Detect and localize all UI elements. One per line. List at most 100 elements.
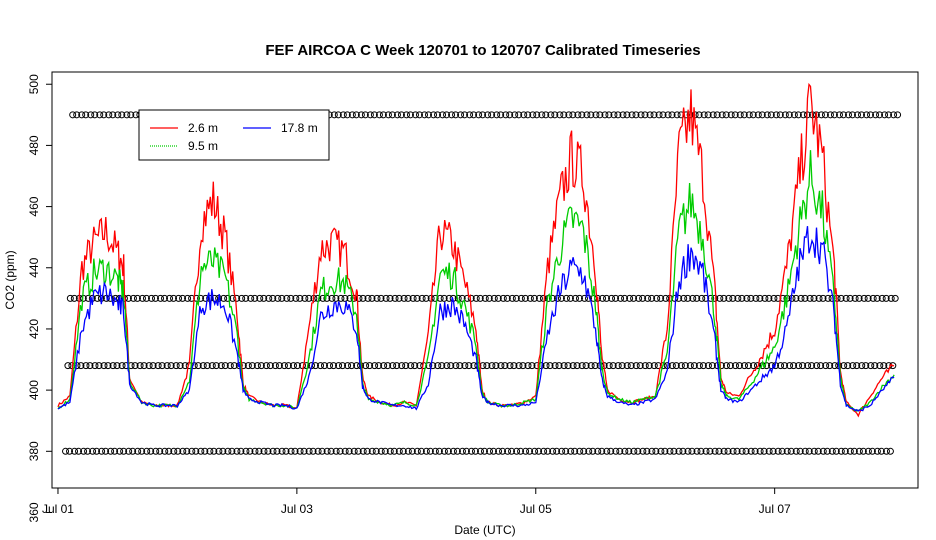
flask-sample-marker: [522, 447, 530, 455]
flask-sample-marker: [603, 294, 611, 302]
flask-sample-marker: [255, 447, 263, 455]
flask-sample-marker: [326, 362, 334, 370]
flask-sample-marker: [873, 447, 881, 455]
flask-sample-marker: [530, 294, 538, 302]
flask-sample-marker: [688, 447, 696, 455]
flask-sample-marker: [819, 294, 827, 302]
flask-sample-marker: [247, 294, 255, 302]
flask-sample-marker: [199, 362, 207, 370]
flask-sample-marker: [702, 447, 710, 455]
flask-sample-marker: [417, 447, 425, 455]
flask-sample-marker: [846, 294, 854, 302]
flask-sample-marker: [560, 362, 568, 370]
legend-label-9-5m: 9.5 m: [188, 139, 218, 153]
flask-sample-marker: [636, 362, 644, 370]
flask-sample-marker: [681, 362, 689, 370]
flask-sample-marker: [183, 447, 191, 455]
flask-sample-marker: [635, 294, 643, 302]
flask-sample-marker: [246, 447, 254, 455]
flask-sample-marker: [384, 362, 392, 370]
flask-sample-marker: [208, 362, 216, 370]
flask-sample-marker: [203, 362, 211, 370]
flask-sample-marker: [814, 447, 822, 455]
flask-sample-marker: [756, 447, 764, 455]
flask-sample-marker: [553, 447, 561, 455]
flask-sample-marker: [777, 362, 785, 370]
flask-sample-marker: [409, 294, 417, 302]
flask-sample-marker: [89, 447, 97, 455]
flask-sample-marker: [646, 111, 654, 119]
flask-sample-marker: [415, 111, 423, 119]
flask-sample-marker: [220, 294, 228, 302]
flask-sample-marker: [256, 294, 264, 302]
flask-sample-marker: [499, 447, 507, 455]
flask-sample-marker: [736, 111, 744, 119]
flask-sample-marker: [731, 362, 739, 370]
flask-sample-marker: [407, 362, 415, 370]
flask-sample-marker: [140, 362, 148, 370]
flask-sample-marker: [722, 111, 730, 119]
flask-sample-marker: [251, 294, 259, 302]
flask-sample-marker: [118, 111, 126, 119]
flask-sample-marker: [810, 447, 818, 455]
y-tick-label: 420: [27, 319, 41, 339]
flask-sample-marker: [659, 111, 667, 119]
flask-sample-marker: [801, 294, 809, 302]
flask-sample-marker: [393, 362, 401, 370]
flask-sample-marker: [372, 447, 380, 455]
flask-sample-marker: [321, 362, 329, 370]
flask-sample-marker: [167, 362, 175, 370]
y-tick-label: 460: [27, 196, 41, 216]
flask-sample-marker: [770, 294, 778, 302]
flask-sample-marker: [842, 294, 850, 302]
flask-sample-marker: [695, 362, 703, 370]
flask-sample-marker: [808, 362, 816, 370]
flask-sample-marker: [70, 294, 78, 302]
flask-sample-marker: [197, 447, 205, 455]
flask-sample-marker: [406, 111, 414, 119]
flask-sample-marker: [366, 362, 374, 370]
flask-sample-marker: [257, 362, 265, 370]
flask-sample-marker: [71, 447, 79, 455]
flask-sample-marker: [289, 362, 297, 370]
flask-sample-marker: [269, 447, 277, 455]
flask-sample-marker: [713, 111, 721, 119]
flask-sample-marker: [605, 362, 613, 370]
flask-sample-marker: [102, 447, 110, 455]
flask-sample-marker: [569, 362, 577, 370]
flask-sample-marker: [517, 447, 525, 455]
flask-sample-marker: [197, 294, 205, 302]
flask-sample-marker: [765, 447, 773, 455]
flask-sample-marker: [772, 111, 780, 119]
flask-sample-marker: [607, 447, 615, 455]
flask-sample-marker: [742, 447, 750, 455]
flask-sample-marker: [431, 294, 439, 302]
flask-sample-marker: [129, 294, 137, 302]
flask-sample-marker: [158, 362, 166, 370]
flask-sample-marker: [605, 111, 613, 119]
flask-sample-marker: [868, 447, 876, 455]
flask-sample-marker: [395, 294, 403, 302]
flask-sample-marker: [877, 447, 885, 455]
flask-sample-marker: [664, 111, 672, 119]
flask-sample-marker: [686, 362, 694, 370]
flask-sample-marker: [555, 362, 563, 370]
flask-sample-marker: [735, 362, 743, 370]
y-tick-label: 380: [27, 441, 41, 461]
flask-sample-marker: [668, 362, 676, 370]
flask-sample-marker: [493, 111, 501, 119]
flask-sample-marker: [684, 294, 692, 302]
flask-sample-marker: [643, 447, 651, 455]
flask-sample-marker: [837, 447, 845, 455]
flask-sample-marker: [702, 294, 710, 302]
flask-sample-marker: [100, 111, 108, 119]
flask-sample-marker: [202, 294, 210, 302]
flask-sample-marker: [734, 294, 742, 302]
flask-sample-marker: [612, 447, 620, 455]
flask-sample-marker: [709, 111, 717, 119]
flask-sample-marker: [519, 362, 527, 370]
flask-sample-marker: [662, 294, 670, 302]
flask-sample-marker: [221, 362, 229, 370]
flask-sample-marker: [443, 111, 451, 119]
flask-sample-marker: [614, 362, 622, 370]
